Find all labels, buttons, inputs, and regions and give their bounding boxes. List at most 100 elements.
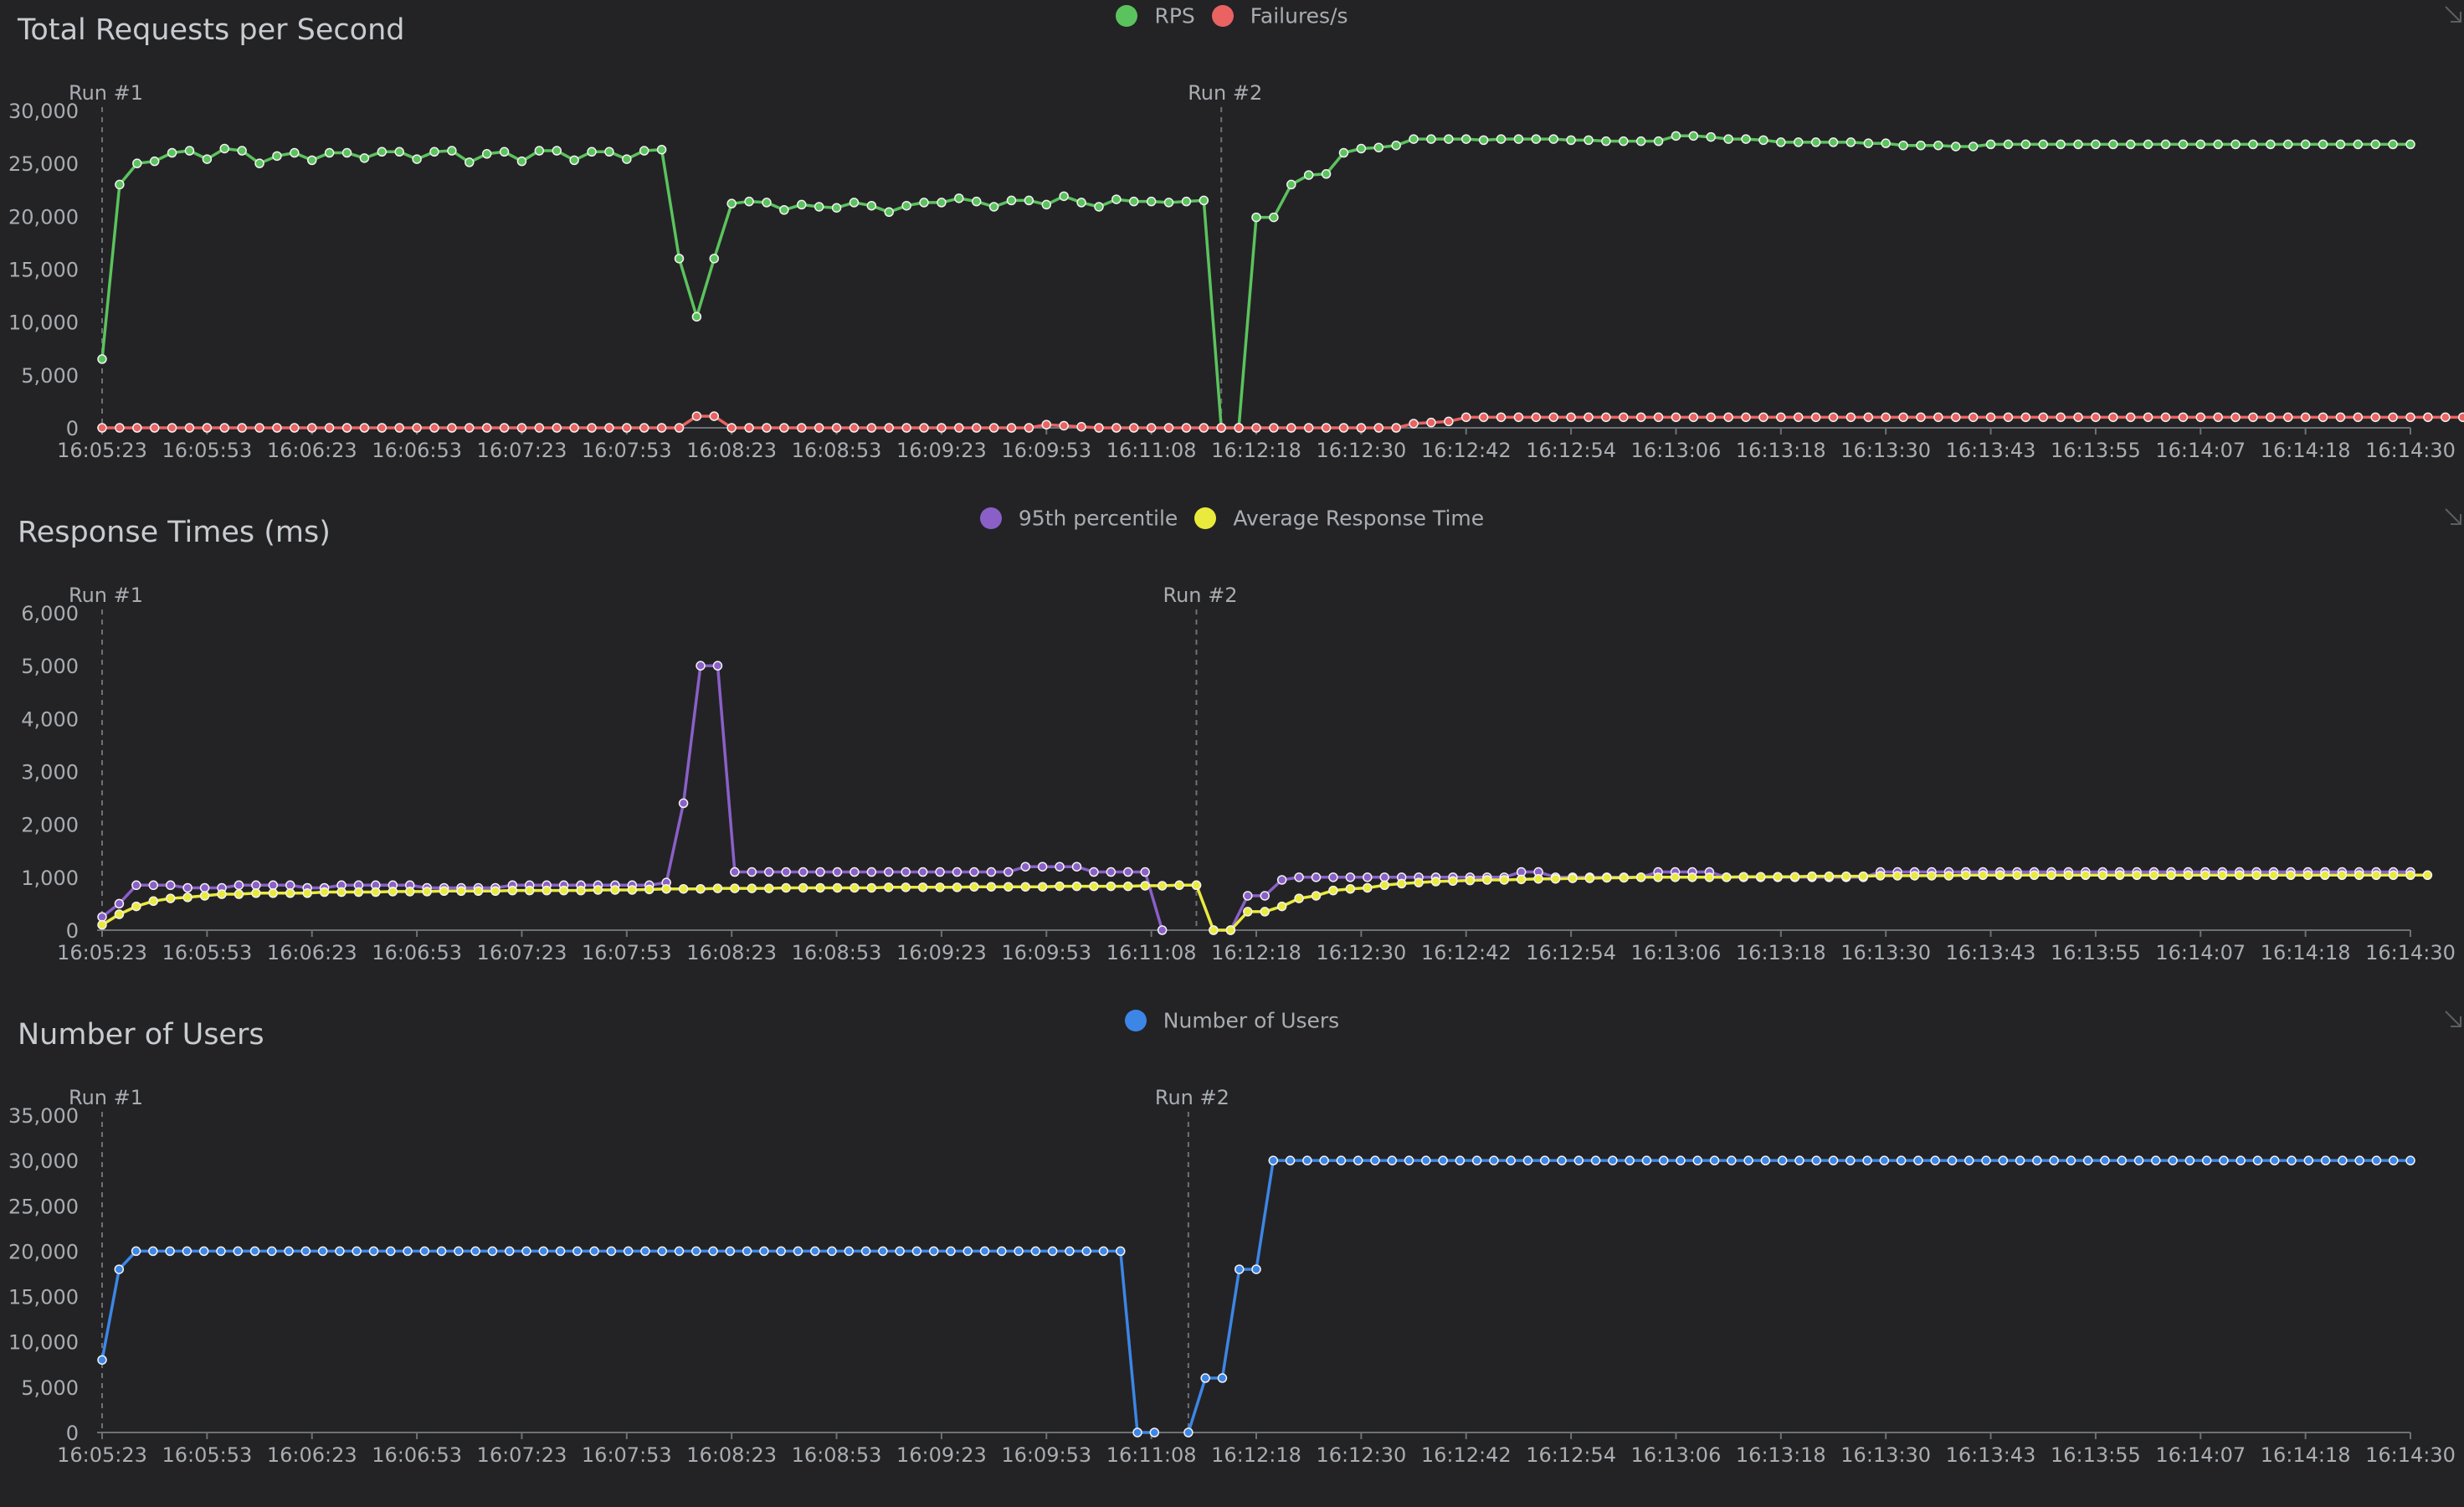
data-point [234,889,244,899]
data-point [587,423,597,433]
data-point [268,888,279,898]
data-point [639,146,649,156]
data-point [709,411,720,421]
y-tick-label: 4,000 [21,707,79,731]
data-point [1037,862,1048,872]
data-point [747,883,757,893]
data-point [1030,1246,1041,1257]
data-point [198,1246,209,1257]
data-point [1789,872,1800,882]
x-tick-label: 16:05:23 [57,941,147,964]
data-point [1828,1155,1839,1165]
data-point [832,882,843,893]
data-point [2100,1155,2110,1165]
y-tick-label: 25,000 [8,152,79,176]
data-point [1006,195,1017,206]
data-point [1356,423,1367,433]
data-point [901,423,911,433]
data-point [726,423,737,433]
data-point [1687,872,1697,882]
legend-dot-icon [1211,4,1234,27]
data-point [1444,416,1454,427]
data-point [1601,136,1611,147]
data-point [708,1246,718,1257]
x-tick-label: 16:09:23 [896,1443,987,1467]
data-point [1828,412,1839,423]
data-point [1163,198,1174,208]
data-point [946,1246,956,1257]
data-point [831,203,842,213]
data-point [779,423,789,433]
data-point [1140,867,1150,877]
data-point [798,882,808,893]
data-point [2302,870,2313,881]
data-point [1286,423,1296,433]
data-point [1303,170,1314,180]
chart-panel-users: Number of Users Number of Users 0 5,000 10… [0,1005,2464,1507]
data-point [1499,875,1509,885]
data-point [1568,873,1578,883]
data-point [2200,870,2210,881]
data-point [1041,419,1052,429]
data-point [2388,870,2399,881]
data-point [656,423,667,433]
chart-title: Total Requests per Second [18,13,405,47]
data-point [2195,139,2206,150]
data-point [2266,139,2276,150]
data-point [499,147,510,157]
data-point [1396,878,1407,889]
data-point [2108,139,2118,150]
x-tick-label: 16:12:30 [1316,439,1406,462]
data-point [237,146,247,156]
data-point [317,1246,328,1257]
legend-item[interactable]: Number of Users [1124,1007,1339,1032]
data-point [860,1246,871,1257]
data-point [1336,1155,1347,1165]
data-point [1540,1155,1550,1165]
download-icon[interactable] [2442,3,2464,25]
data-point [454,1246,464,1257]
data-point [2441,412,2451,423]
data-point [1635,412,1646,423]
legend-item[interactable]: Failures/s [1211,3,1348,28]
legend-item[interactable]: 95th percentile [979,505,1178,530]
data-point [149,156,160,167]
data-point [2168,1155,2178,1165]
data-point [1496,412,1507,423]
run-label: Run #2 [1155,1086,1229,1109]
data-point [2213,139,2223,150]
data-point [606,1246,617,1257]
legend-item[interactable]: Average Response Time [1194,505,1484,530]
data-point [1006,423,1017,433]
data-point [131,1246,141,1257]
data-point [359,153,370,163]
y-tick-label: 30,000 [8,100,79,123]
data-point [2318,139,2328,150]
data-point [1863,138,1874,148]
data-point [1671,131,1681,141]
data-point [1741,412,1751,423]
x-tick-label: 16:13:43 [1946,1443,2036,1467]
data-point [850,867,860,877]
data-point [1321,423,1332,433]
data-point [678,883,689,894]
data-point [319,887,330,898]
data-point [1363,872,1373,882]
data-point [2300,412,2311,423]
data-point [1892,871,1902,881]
data-point [986,882,997,892]
data-point [866,867,877,877]
data-point [2097,870,2108,881]
data-point [341,147,352,158]
data-point [2405,1155,2415,1165]
data-point [473,886,484,897]
chart-title: Response Times (ms) [18,516,331,549]
data-point [1081,1246,1091,1257]
legend-item[interactable]: RPS [1116,3,1195,28]
download-icon[interactable] [2442,1008,2464,1030]
data-point [2148,870,2159,881]
data-point [2353,139,2364,150]
x-tick-label: 16:06:53 [372,941,462,964]
data-point [2038,139,2048,150]
download-icon[interactable] [2442,506,2464,527]
